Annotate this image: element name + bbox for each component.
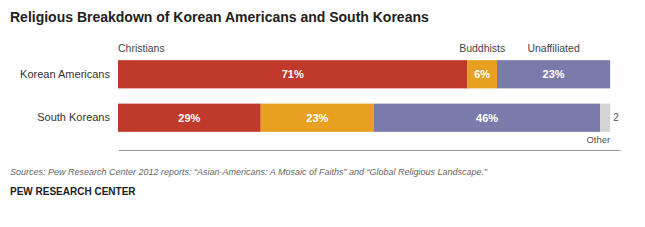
title: Religious Breakdown of Korean Americans …	[10, 9, 429, 25]
category-label: Korean Americans	[20, 68, 110, 80]
bar	[497, 60, 610, 88]
bar	[374, 104, 600, 132]
series-headers: Christians Buddhists Unaffiliated Other	[118, 42, 610, 145]
y-tick: Korean Americans	[20, 68, 110, 80]
bar	[118, 104, 261, 132]
data-label: 29%	[178, 112, 200, 124]
series-header: Other	[586, 134, 610, 145]
series-header: Christians	[118, 42, 165, 54]
series-header: Unaffiliated	[527, 42, 580, 54]
category-label: South Koreans	[37, 111, 110, 123]
bar	[610, 60, 611, 88]
annotation: Sources: Pew Research Center 2012 report…	[10, 167, 488, 177]
x-axis	[119, 150, 621, 151]
annotation: PEW RESEARCH CENTER	[10, 186, 136, 197]
data-label: 23%	[543, 68, 565, 80]
y-axis: Korean Americans South Koreans	[20, 68, 110, 123]
bar	[261, 104, 374, 132]
data-label: 6%	[474, 68, 490, 80]
data-label: 46%	[476, 112, 498, 124]
data-label: 2	[613, 112, 619, 123]
x-axis-line	[119, 150, 621, 151]
data-labels: 71% 29% 6% 23% 23% 46% 2	[178, 68, 619, 123]
chart: Religious Breakdown of Korean Americans …	[0, 0, 645, 227]
data-label: 71%	[282, 68, 304, 80]
y-tick: South Koreans	[37, 111, 110, 123]
bars	[118, 60, 610, 132]
bar	[600, 104, 610, 132]
data-label: 23%	[306, 112, 328, 124]
bar	[467, 60, 497, 88]
series-header: Buddhists	[459, 42, 505, 54]
bar	[118, 60, 467, 88]
